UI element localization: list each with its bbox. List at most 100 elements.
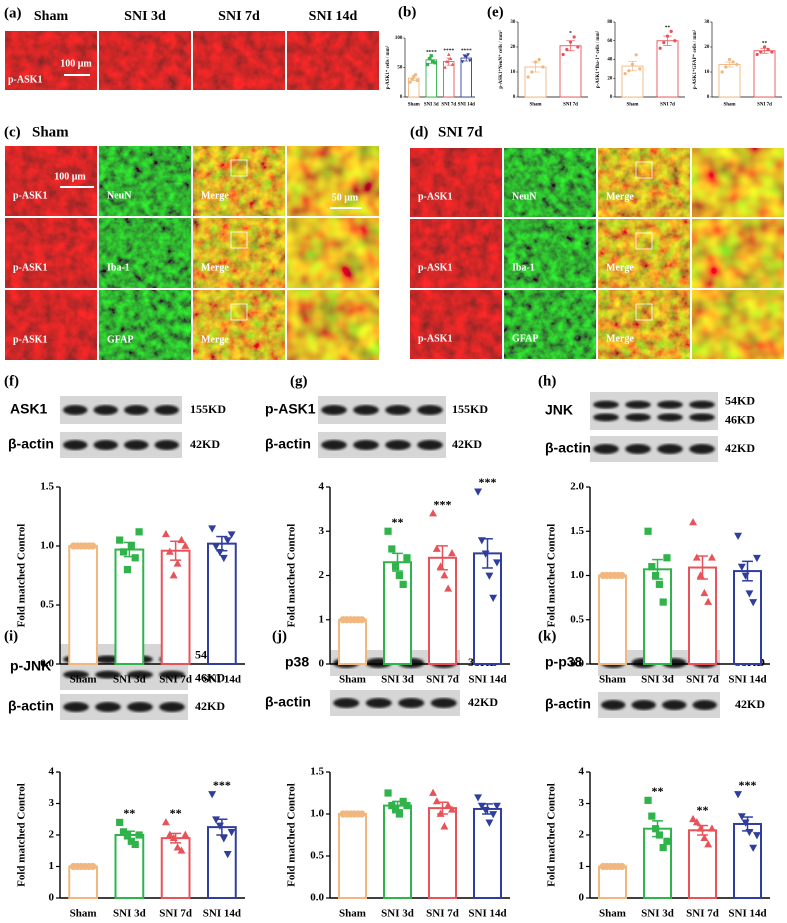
data-point (648, 812, 656, 820)
data-point (745, 590, 754, 598)
protein-name: p-JNK (10, 658, 51, 674)
y-tick-label: 0 (319, 658, 325, 670)
micrograph (193, 146, 285, 216)
stain-label: NeuN (512, 191, 537, 202)
data-point (766, 47, 770, 52)
y-tick-label: 0.5 (40, 599, 54, 611)
y-tick-label: 0 (513, 95, 516, 100)
data-point (464, 55, 469, 59)
data-point (395, 810, 403, 818)
blot-band (662, 700, 687, 710)
bar (473, 807, 502, 900)
y-axis-title: Fold matched Control (546, 783, 558, 887)
stain-label: Merge (606, 333, 634, 344)
data-point (448, 56, 453, 60)
data-point (223, 537, 232, 545)
significance: **** (443, 48, 454, 54)
micrograph (193, 290, 285, 360)
stain-label: NeuN (107, 190, 132, 201)
significance: *** (739, 778, 757, 792)
blot-band (689, 400, 715, 409)
data-point (440, 822, 449, 830)
significance: *** (213, 778, 231, 792)
data-point (565, 47, 569, 52)
data-point (485, 572, 494, 580)
data-point (89, 862, 97, 871)
panel-label: (a) (4, 5, 22, 21)
micrograph (287, 218, 379, 288)
data-point (696, 571, 705, 579)
significance: ** (697, 803, 709, 817)
blot-band (689, 413, 715, 422)
significance: ** (762, 41, 768, 47)
panel-label: (i) (4, 628, 18, 644)
data-point (462, 54, 467, 58)
data-point (741, 819, 750, 827)
bar (718, 64, 741, 98)
y-tick-label: 3 (579, 797, 585, 809)
y-tick-label: 1.0 (570, 569, 584, 581)
data-point (537, 57, 541, 62)
y-tick-label: 3 (49, 797, 55, 809)
column-header: SNI 3d (124, 9, 166, 24)
x-tick-label: Sham (339, 908, 366, 920)
x-tick-label: SNI 14d (468, 674, 506, 686)
micrograph (598, 148, 690, 217)
micrograph (692, 219, 784, 288)
data-point (123, 566, 132, 574)
stain-label: p-ASK1 (8, 74, 42, 85)
micrograph (504, 290, 596, 359)
blot-band (657, 413, 683, 422)
panel-label: (b) (398, 4, 416, 20)
data-point (655, 580, 663, 588)
data-point (561, 52, 565, 57)
data-point (720, 70, 724, 74)
data-point (208, 525, 217, 533)
x-tick-label: Sham (599, 908, 626, 920)
data-point (450, 62, 455, 66)
micrograph (598, 219, 690, 288)
data-point (492, 559, 501, 567)
blot-band (398, 698, 425, 708)
data-point (572, 35, 576, 39)
stain-label: Merge (606, 262, 634, 273)
y-tick-label: 0 (400, 95, 403, 100)
blot-band (657, 400, 683, 409)
y-tick-label: 10 (510, 70, 515, 75)
data-point (568, 40, 573, 44)
blot-band (593, 400, 619, 409)
data-point (399, 580, 407, 588)
data-point (704, 840, 713, 848)
data-point (392, 806, 400, 814)
x-tick-label: SNI 3d (641, 908, 674, 920)
significance: * (569, 31, 572, 37)
zoom-box (230, 159, 248, 177)
data-point (432, 797, 441, 805)
micrograph (692, 290, 784, 359)
micrograph (287, 290, 379, 360)
data-point (731, 60, 735, 64)
data-point (737, 813, 746, 821)
blot-band (593, 413, 619, 422)
data-point (489, 811, 498, 819)
x-tick-label: SNI 14d (458, 102, 475, 107)
bar (68, 865, 98, 899)
y-tick-label: 80 (607, 20, 612, 25)
data-point (433, 61, 437, 65)
data-point (659, 598, 667, 606)
significance: ** (665, 25, 671, 31)
data-point (665, 34, 670, 38)
bar (460, 57, 472, 98)
panel-label: (d) (410, 124, 428, 140)
x-tick-label: SNI 7d (441, 102, 456, 107)
significance: ** (392, 515, 404, 529)
data-point (445, 59, 449, 63)
data-point (444, 584, 453, 592)
data-point (173, 843, 182, 851)
data-point (131, 840, 139, 849)
y-tick-label: 0 (707, 95, 710, 100)
scale-bar-label: 100 μm (54, 171, 86, 182)
molecular-weight: 42KD (190, 437, 220, 451)
data-point (460, 60, 465, 64)
